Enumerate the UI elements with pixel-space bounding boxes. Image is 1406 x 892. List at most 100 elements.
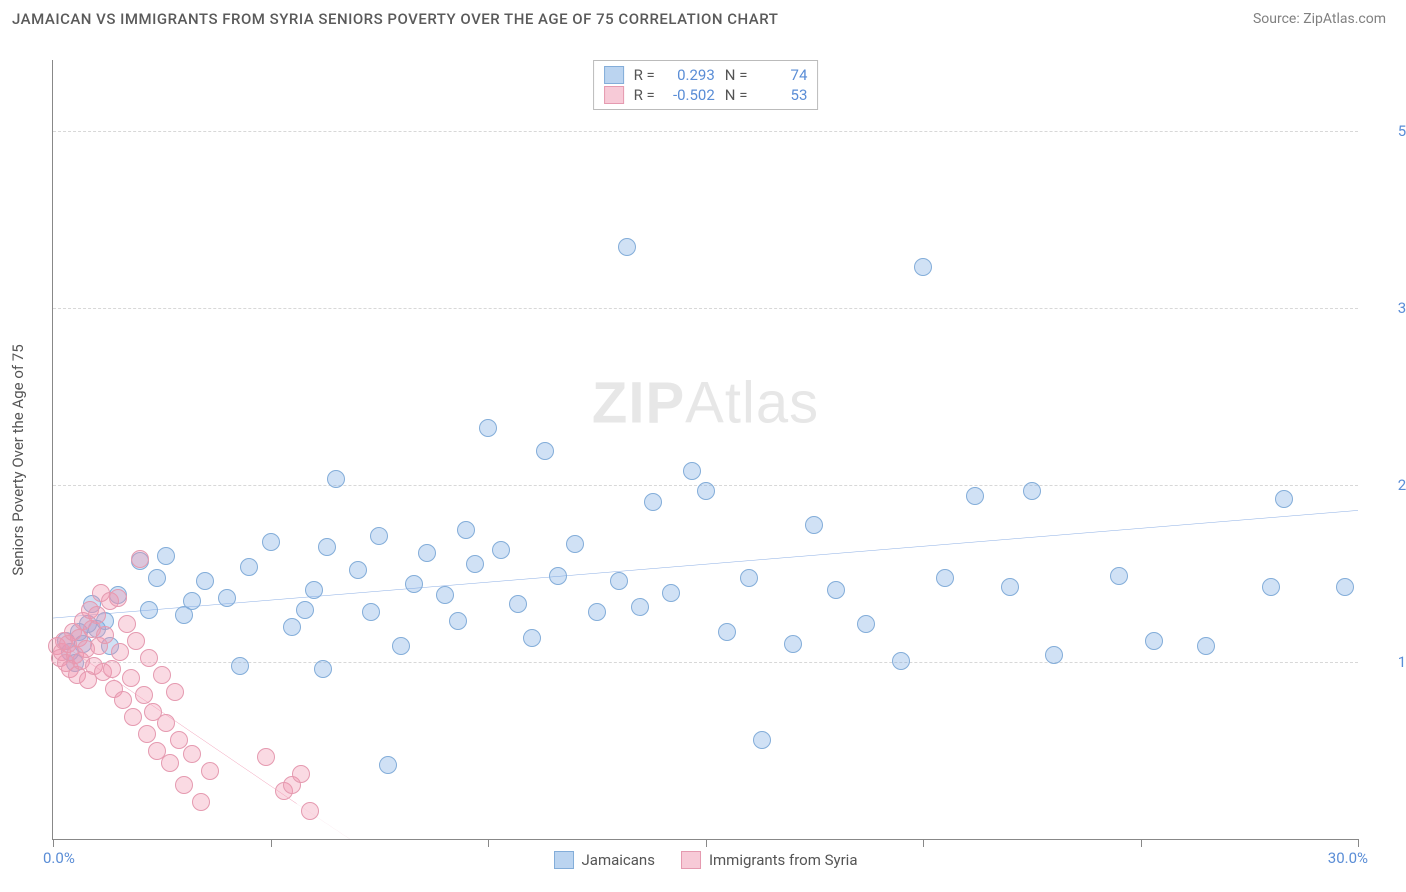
- y-tick-label: 50.0%: [1368, 122, 1406, 140]
- data-point: [1023, 482, 1041, 500]
- data-point: [262, 533, 280, 551]
- data-point: [138, 725, 156, 743]
- legend-label: Jamaicans: [582, 851, 655, 869]
- data-point: [157, 547, 175, 565]
- data-point: [449, 612, 467, 630]
- legend-row: R =0.293N =74: [604, 65, 808, 85]
- legend-swatch: [681, 851, 701, 869]
- data-point: [296, 601, 314, 619]
- data-point: [140, 649, 158, 667]
- data-point: [1145, 632, 1163, 650]
- data-point: [111, 643, 129, 661]
- y-axis-title: Seniors Poverty Over the Age of 75: [9, 344, 27, 575]
- data-point: [1275, 490, 1293, 508]
- n-label: N =: [725, 86, 748, 104]
- data-point: [166, 683, 184, 701]
- data-point: [588, 603, 606, 621]
- data-point: [114, 691, 132, 709]
- chart-source: Source: ZipAtlas.com: [1253, 11, 1386, 27]
- data-point: [1045, 646, 1063, 664]
- trend-lines: [53, 60, 1358, 839]
- data-point: [157, 714, 175, 732]
- data-point: [566, 535, 584, 553]
- data-point: [509, 595, 527, 613]
- data-point: [118, 615, 136, 633]
- x-tick: [53, 839, 54, 847]
- data-point: [283, 618, 301, 636]
- data-point: [914, 258, 932, 276]
- data-point: [892, 652, 910, 670]
- data-point: [457, 521, 475, 539]
- series-legend: JamaicansImmigrants from Syria: [554, 851, 858, 869]
- data-point: [318, 538, 336, 556]
- data-point: [549, 567, 567, 585]
- data-point: [292, 765, 310, 783]
- x-tick: [923, 839, 924, 847]
- data-point: [192, 793, 210, 811]
- data-point: [436, 586, 454, 604]
- watermark: ZIPAtlas: [592, 369, 819, 436]
- data-point: [240, 558, 258, 576]
- data-point: [740, 569, 758, 587]
- data-point: [1110, 567, 1128, 585]
- y-tick-label: 12.5%: [1368, 653, 1406, 671]
- data-point: [618, 238, 636, 256]
- data-point: [122, 669, 140, 687]
- data-point: [631, 598, 649, 616]
- data-point: [523, 629, 541, 647]
- data-point: [418, 544, 436, 562]
- x-tick: [271, 839, 272, 847]
- n-label: N =: [725, 66, 748, 84]
- data-point: [314, 660, 332, 678]
- r-label: R =: [634, 86, 655, 104]
- data-point: [492, 541, 510, 559]
- data-point: [148, 569, 166, 587]
- data-point: [405, 575, 423, 593]
- data-point: [175, 776, 193, 794]
- data-point: [201, 762, 219, 780]
- data-point: [301, 802, 319, 820]
- data-point: [1001, 578, 1019, 596]
- data-point: [183, 745, 201, 763]
- data-point: [697, 482, 715, 500]
- data-point: [305, 581, 323, 599]
- data-point: [140, 601, 158, 619]
- correlation-legend: R =0.293N =74R =-0.502N =53: [593, 60, 819, 110]
- data-point: [1262, 578, 1280, 596]
- data-point: [662, 584, 680, 602]
- data-point: [466, 555, 484, 573]
- r-value: 0.293: [665, 66, 715, 84]
- data-point: [327, 470, 345, 488]
- gridline: [53, 131, 1358, 132]
- y-tick-label: 37.5%: [1368, 299, 1406, 317]
- data-point: [131, 550, 149, 568]
- data-point: [218, 589, 236, 607]
- legend-row: R =-0.502N =53: [604, 85, 808, 105]
- data-point: [88, 606, 106, 624]
- data-point: [183, 592, 201, 610]
- chart-title: JAMAICAN VS IMMIGRANTS FROM SYRIA SENIOR…: [12, 10, 778, 28]
- legend-swatch: [604, 86, 624, 104]
- data-point: [784, 635, 802, 653]
- x-max-label: 30.0%: [1328, 849, 1368, 867]
- x-tick: [1358, 839, 1359, 847]
- data-point: [683, 462, 701, 480]
- data-point: [231, 657, 249, 675]
- legend-swatch: [604, 66, 624, 84]
- data-point: [362, 603, 380, 621]
- chart-header: JAMAICAN VS IMMIGRANTS FROM SYRIA SENIOR…: [0, 0, 1406, 32]
- data-point: [161, 754, 179, 772]
- data-point: [196, 572, 214, 590]
- data-point: [96, 626, 114, 644]
- n-value: 53: [757, 86, 807, 104]
- data-point: [127, 632, 145, 650]
- legend-item: Jamaicans: [554, 851, 655, 869]
- chart-container: Seniors Poverty Over the Age of 75 ZIPAt…: [12, 40, 1394, 880]
- data-point: [124, 708, 142, 726]
- data-point: [349, 561, 367, 579]
- data-point: [257, 748, 275, 766]
- data-point: [379, 756, 397, 774]
- data-point: [153, 666, 171, 684]
- data-point: [718, 623, 736, 641]
- x-tick: [706, 839, 707, 847]
